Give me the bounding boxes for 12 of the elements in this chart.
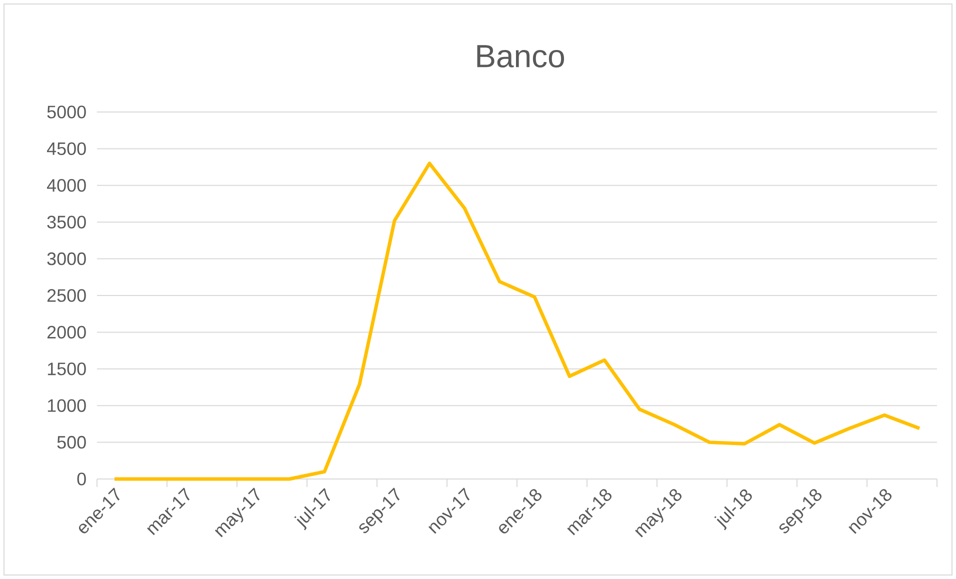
- y-tick-label: 2000: [47, 326, 86, 339]
- chart-title: Banco: [477, 45, 564, 68]
- y-tick-label: 4000: [46, 179, 86, 192]
- y-tick-label: 500: [57, 436, 86, 449]
- y-tick-label: 3000: [47, 252, 86, 266]
- y-tick-label: 2500: [47, 289, 86, 302]
- y-tick-label: 4500: [46, 142, 86, 156]
- y-tick-label: 0: [77, 472, 86, 486]
- y-tick-label: 5000: [47, 106, 86, 118]
- y-tick-label: 1500: [48, 362, 86, 376]
- y-tick-label: 1000: [48, 399, 86, 412]
- y-tick-label: 3500: [47, 216, 86, 228]
